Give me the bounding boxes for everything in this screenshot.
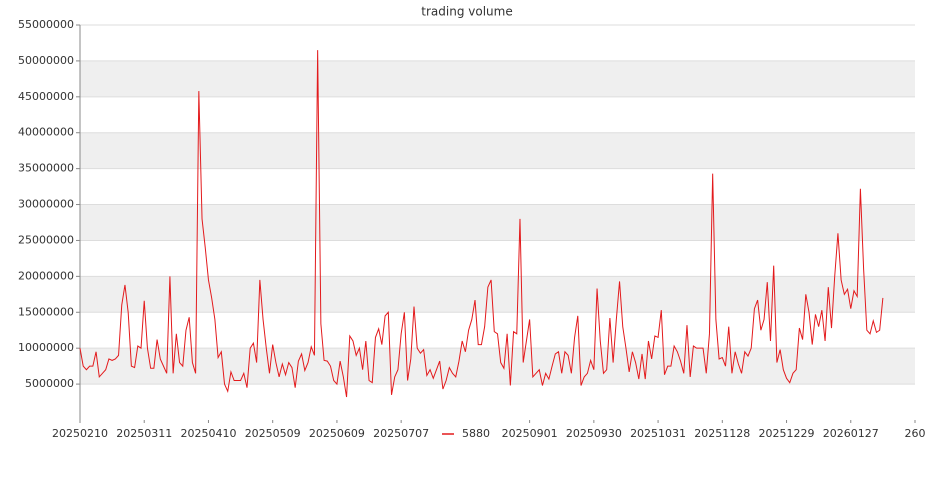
y-tick-label: 10000000 xyxy=(18,341,74,354)
series-line xyxy=(79,50,884,398)
x-tick-label: 20250509 xyxy=(245,427,301,440)
legend-label: 5880 xyxy=(462,427,490,440)
x-tick-label: 20251229 xyxy=(759,427,815,440)
x-tick-label: 20260127 xyxy=(823,427,879,440)
x-tick-label: 20251031 xyxy=(630,427,686,440)
grid-band xyxy=(80,276,915,313)
grid-band xyxy=(80,204,915,241)
x-tick-label: 20250311 xyxy=(116,427,172,440)
y-tick-label: 30000000 xyxy=(18,198,74,211)
grid-band xyxy=(80,132,915,169)
y-tick-label: 45000000 xyxy=(18,90,74,103)
y-tick-label: 25000000 xyxy=(18,233,74,246)
y-tick-label: 5000000 xyxy=(25,377,74,390)
y-tick-label: 50000000 xyxy=(18,54,74,67)
grid-band xyxy=(80,60,915,97)
x-tick-label: 20251128 xyxy=(694,427,750,440)
grid-band xyxy=(80,348,915,385)
x-tick-label: 20250901 xyxy=(502,427,558,440)
chart-title: trading volume xyxy=(421,5,512,19)
x-tick-label: 20250609 xyxy=(309,427,365,440)
y-tick-label: 40000000 xyxy=(18,126,74,139)
legend-box xyxy=(438,426,498,442)
x-tick-label: 20250930 xyxy=(566,427,622,440)
x-tick-label: 20250210 xyxy=(52,427,108,440)
y-tick-label: 35000000 xyxy=(18,162,74,175)
x-tick-label: 20250410 xyxy=(180,427,236,440)
x-tick-label: 260 xyxy=(905,427,926,440)
y-tick-label: 55000000 xyxy=(18,18,74,31)
y-tick-label: 15000000 xyxy=(18,305,74,318)
x-tick-label: 20250707 xyxy=(373,427,429,440)
y-tick-label: 20000000 xyxy=(18,269,74,282)
